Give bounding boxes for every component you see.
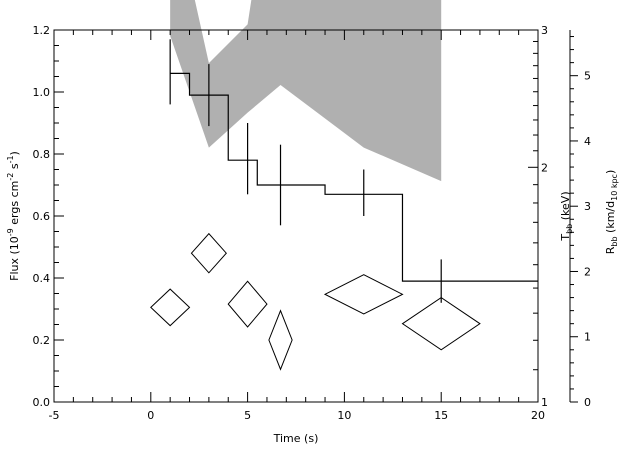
- flux-tick-label: 0.2: [33, 334, 51, 347]
- temperature-band-layer: [170, 0, 442, 182]
- temperature-axis-title: Tbb (keV): [559, 191, 574, 241]
- flux-tick-label: 0.6: [33, 210, 51, 223]
- x-tick-label: -5: [49, 409, 60, 422]
- radius-diamond: [227, 280, 268, 328]
- flux-tick-label: 1.2: [33, 24, 51, 37]
- flux-tick-label: 0.8: [33, 148, 51, 161]
- x-tick-label: 10: [337, 409, 351, 422]
- radius-diamond: [268, 309, 293, 371]
- radius-diamond: [190, 232, 227, 274]
- flux-tick-label: 0.0: [33, 396, 51, 409]
- y-axis-title: Flux (10-9 ergs cm-2 s-1): [6, 151, 21, 281]
- temperature-band: [170, 0, 442, 182]
- flux-series-layer: [169, 39, 538, 303]
- temperature-tick-label: 3: [541, 24, 548, 37]
- ticks-layer: -5 0 5 10 15 20 0.0 0.2 0.4 0.6 0.8 1.0 1.2 1 2 3 0 1 2 3 4 5: [33, 24, 592, 422]
- flux-tick-label: 0.4: [33, 272, 51, 285]
- radius-diamond: [401, 296, 481, 351]
- x-tick-label: 20: [531, 409, 545, 422]
- temperature-tick-label: 2: [541, 161, 548, 174]
- temperature-tick-label: 1: [541, 396, 548, 409]
- radius-diamond: [323, 274, 404, 315]
- radius-diamond: [150, 288, 191, 327]
- radius-tick-label: 1: [584, 331, 591, 344]
- radius-tick-label: 4: [584, 135, 591, 148]
- radius-tick-label: 3: [584, 200, 591, 213]
- x-axis-title: Time (s): [273, 432, 319, 445]
- x-tick-label: 15: [434, 409, 448, 422]
- x-tick-label: 5: [244, 409, 251, 422]
- radius-axis-title: Rbb (km/d10 kpc): [604, 170, 619, 255]
- radius-tick-label: 0: [584, 396, 591, 409]
- flux-step-line: [170, 72, 538, 282]
- radius-tick-label: 5: [584, 70, 591, 83]
- radius-diamonds-layer: [150, 232, 481, 371]
- flux-tick-label: 1.0: [33, 86, 51, 99]
- x-tick-label: 0: [147, 409, 154, 422]
- radius-tick-label: 2: [584, 265, 591, 278]
